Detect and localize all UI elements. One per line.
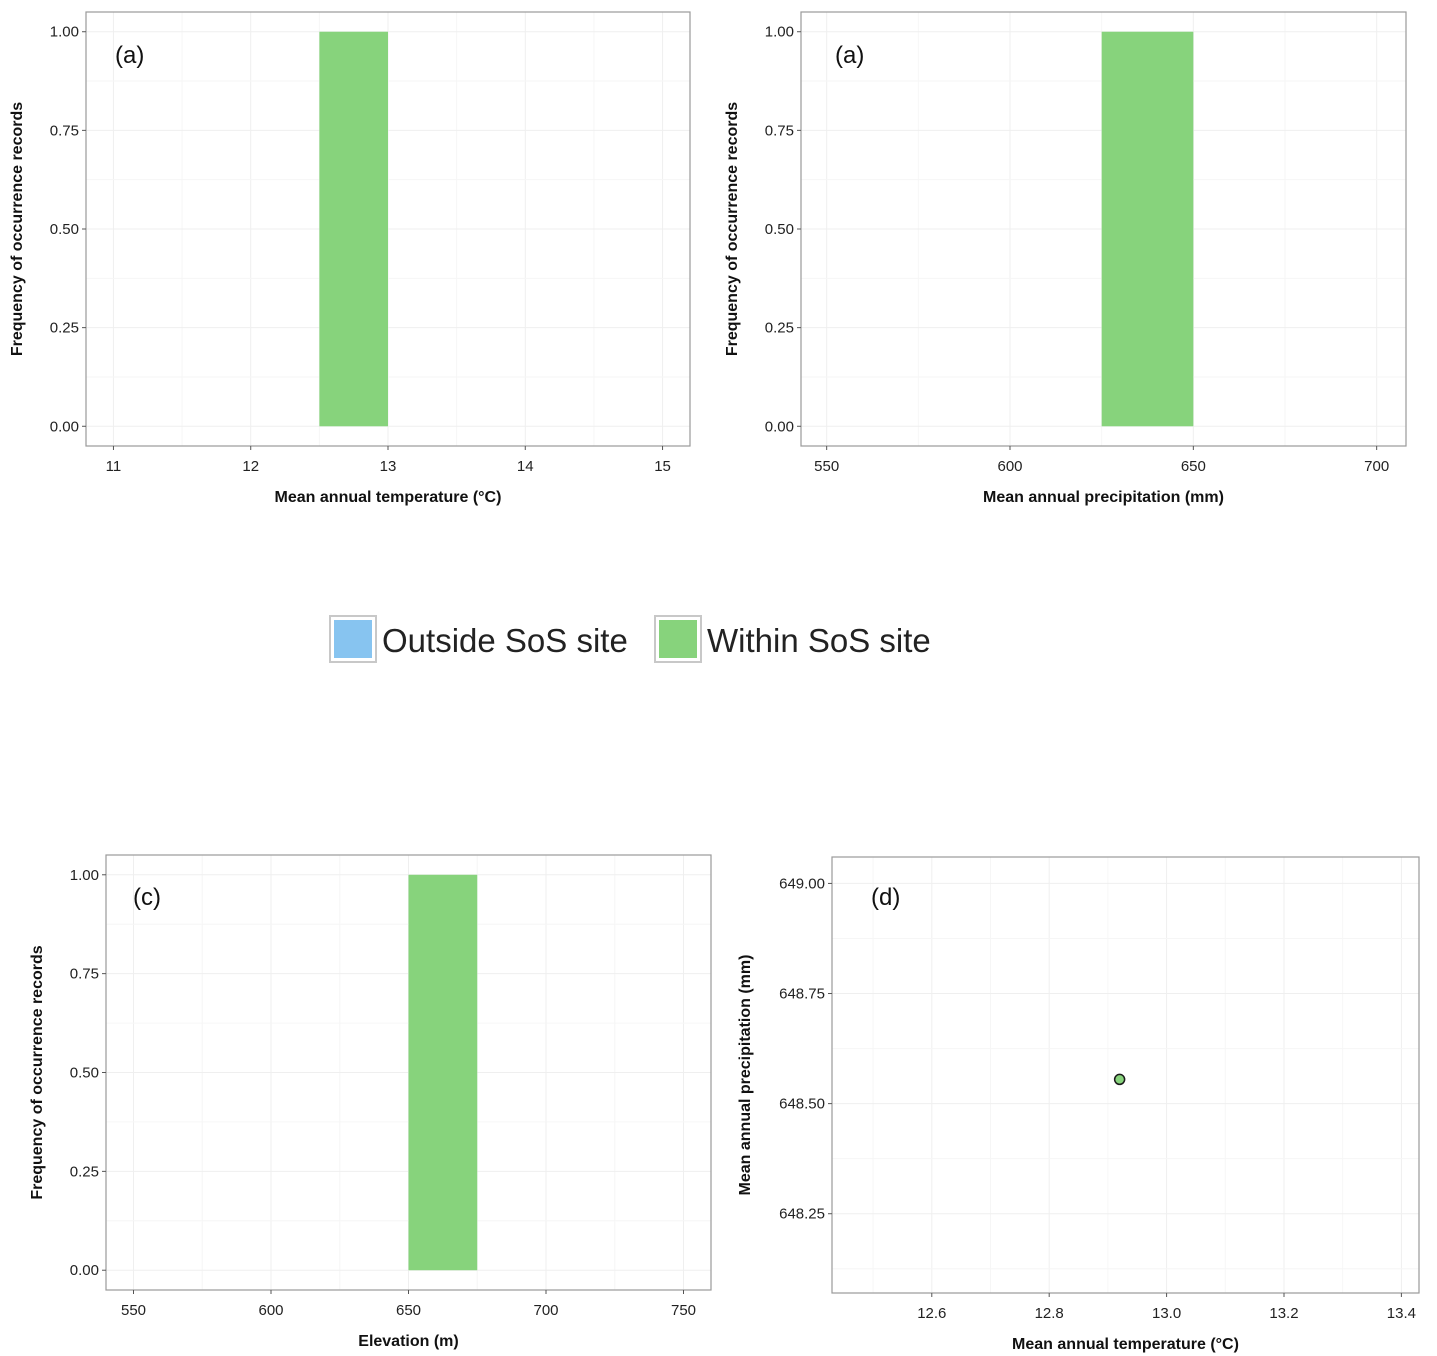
y-tick-label: 0.75 [50,122,79,139]
y-tick-label: 0.00 [50,418,79,435]
histogram-bar [319,31,388,427]
chart-panel-4: 12.6 12.8 13.0 13.2 13.4 648.25 648.50 648.75 64… [737,856,1420,1353]
x-tick-label: 12.8 [1035,1305,1064,1322]
y-tick-label: 648.50 [779,1096,825,1113]
y-tick-label: 0.75 [765,122,794,139]
chart-panel-2: 550 600 650 700 0.00 0.25 0.50 0.75 1.00 Mean ann… [724,11,1407,506]
x-tick-label: 13.0 [1152,1305,1181,1322]
x-tick-label: 700 [1364,458,1389,475]
y-tick-label: 0.00 [765,418,794,435]
histogram-bar [408,874,478,1271]
x-tick-label: 650 [396,1302,421,1319]
x-axis-title: Mean annual temperature (°C) [1012,1336,1239,1353]
y-tick-label: 0.25 [50,320,79,337]
x-tick-label: 11 [106,458,122,475]
panel-label: (d) [871,884,900,911]
y-tick-label: 0.75 [70,966,99,983]
y-tick-label: 0.50 [50,221,79,238]
panel-label: (a) [115,42,144,69]
x-tick-label: 600 [258,1302,283,1319]
legend-key-within [659,620,697,658]
x-tick-label: 700 [533,1302,558,1319]
y-tick-label: 1.00 [70,867,99,884]
x-tick-label: 14 [517,458,534,475]
x-tick-label: 650 [1181,458,1206,475]
y-tick-label: 648.75 [779,986,825,1003]
legend-label-outside: Outside SoS site [382,622,628,659]
scatter-point [1113,1073,1126,1086]
chart-panel-3: 550 600 650 700 750 0.00 0.25 0.50 0.75 1.00 Eleva… [29,854,712,1350]
y-tick-label: 0.25 [70,1163,99,1180]
x-tick-label: 13.2 [1269,1305,1298,1322]
y-tick-label: 0.50 [70,1065,99,1082]
y-tick-label: 0.50 [765,221,794,238]
x-tick-label: 13 [380,458,397,475]
x-tick-label: 12 [242,458,259,475]
x-axis-title: Elevation (m) [358,1333,458,1350]
y-axis-title: Frequency of occurrence records [724,102,741,356]
y-tick-label: 1.00 [765,24,794,41]
y-tick-label: 0.25 [765,320,794,337]
x-tick-label: 550 [121,1302,146,1319]
plot-background [832,857,1419,1293]
y-axis-title: Mean annual precipitation (mm) [737,955,754,1196]
x-tick-label: 600 [997,458,1022,475]
x-tick-label: 12.6 [917,1305,946,1322]
x-tick-label: 13.4 [1387,1305,1416,1322]
y-tick-label: 648.25 [779,1206,825,1223]
x-tick-label: 550 [814,458,839,475]
legend: Outside SoS site Within SoS site [329,615,931,663]
panel-label: (c) [133,884,161,911]
y-tick-label: 1.00 [50,24,79,41]
legend-label-within: Within SoS site [707,622,931,659]
x-axis-title: Mean annual precipitation (mm) [983,489,1224,506]
y-tick-label: 0.00 [70,1262,99,1279]
x-axis-title: Mean annual temperature (°C) [275,489,502,506]
x-tick-label: 15 [654,458,671,475]
panel-border [831,856,1420,1294]
legend-key-outside [334,620,372,658]
y-tick-label: 649.00 [779,875,825,892]
chart-panels: 11 12 13 14 15 0.00 0.25 0.50 0.75 1.00 Mean annua… [9,11,1420,1353]
histogram-bar [1101,31,1194,427]
chart-panel-1: 11 12 13 14 15 0.00 0.25 0.50 0.75 1.00 Mean annua… [9,11,691,506]
y-axis-title: Frequency of occurrence records [9,102,26,356]
panel-label: (a) [835,42,864,69]
x-tick-label: 750 [671,1302,696,1319]
y-axis-title: Frequency of occurrence records [29,945,46,1199]
